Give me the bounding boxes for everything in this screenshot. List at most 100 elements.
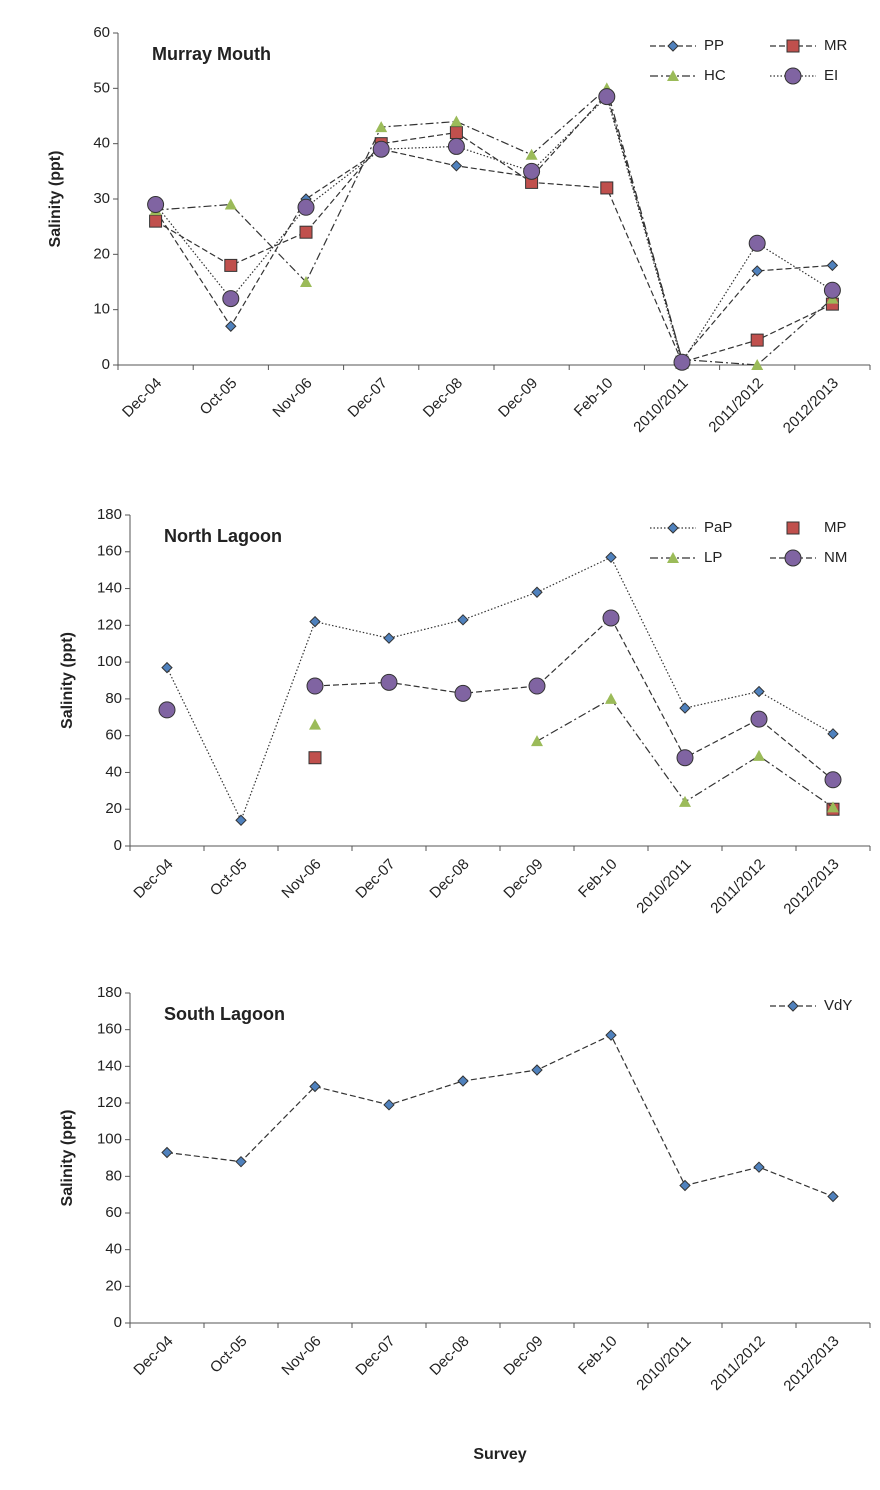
x-tick-label: Nov-06 [278, 856, 324, 902]
marker [753, 685, 765, 698]
x-tick-label: Dec-08 [426, 1333, 472, 1379]
marker [605, 1029, 617, 1041]
marker [531, 1064, 543, 1076]
y-tick-label: 120 [97, 616, 122, 633]
marker [375, 121, 388, 133]
marker [667, 40, 679, 52]
x-tick-label: Oct-05 [207, 856, 251, 900]
marker [751, 359, 764, 370]
marker [158, 701, 176, 719]
legend-label: MR [824, 37, 847, 54]
x-tick-label: Dec-09 [500, 856, 546, 902]
y-tick-label: 50 [93, 79, 110, 96]
marker [750, 710, 768, 728]
y-tick-label: 120 [97, 1094, 122, 1111]
y-tick-label: 100 [97, 1131, 122, 1148]
x-tick-label: Dec-07 [345, 375, 391, 421]
marker [823, 281, 841, 299]
x-tick-label: 2012/2013 [780, 375, 842, 437]
marker [598, 88, 616, 106]
chart-title: Murray Mouth [152, 44, 271, 64]
y-tick-label: 20 [105, 1277, 122, 1294]
marker [679, 1179, 691, 1192]
x-tick-label: Dec-07 [352, 856, 398, 902]
marker [225, 320, 237, 332]
marker [667, 552, 679, 563]
y-tick-label: 0 [114, 837, 122, 854]
y-tick-label: 0 [102, 356, 110, 373]
marker [605, 551, 617, 564]
marker [383, 632, 395, 644]
marker [457, 614, 469, 626]
marker [450, 115, 463, 127]
x-tick-label: Feb-10 [575, 1333, 621, 1379]
marker [149, 214, 163, 228]
x-tick-label: Dec-04 [119, 375, 165, 421]
y-tick-label: 160 [97, 1021, 122, 1038]
marker [676, 749, 694, 767]
marker [824, 771, 842, 789]
marker [299, 225, 313, 239]
x-axis-title: Survey [473, 1446, 526, 1463]
x-tick-label: 2010/2011 [630, 375, 691, 436]
marker [600, 181, 614, 195]
x-tick-label: Dec-08 [426, 856, 472, 902]
y-axis-title: Salinity (ppt) [47, 151, 64, 248]
series-line [166, 1034, 834, 1198]
marker [309, 615, 321, 628]
series-line [314, 617, 834, 781]
x-tick-label: Dec-08 [420, 375, 466, 421]
x-tick-label: Nov-06 [269, 375, 315, 421]
marker [786, 521, 800, 535]
x-tick-label: Dec-04 [130, 856, 176, 902]
marker [748, 234, 766, 252]
marker [605, 692, 617, 704]
marker [827, 801, 839, 813]
x-tick-label: 2011/2012 [707, 856, 768, 917]
x-tick-label: Oct-05 [207, 1333, 251, 1377]
y-tick-label: 10 [93, 301, 110, 318]
x-tick-label: Oct-05 [197, 375, 241, 419]
legend-label: NM [824, 549, 847, 566]
marker [753, 749, 765, 761]
marker [457, 1075, 469, 1087]
marker [306, 677, 324, 695]
marker [751, 265, 763, 277]
marker [380, 673, 398, 691]
chart-title: South Lagoon [164, 1004, 285, 1024]
y-tick-label: 80 [105, 690, 122, 707]
x-tick-label: Feb-10 [575, 856, 621, 902]
marker [525, 148, 538, 160]
marker [300, 276, 312, 287]
series-line [155, 87, 833, 366]
y-tick-label: 0 [114, 1314, 122, 1331]
legend-label: PP [704, 37, 724, 54]
marker [454, 684, 472, 702]
marker [523, 162, 541, 180]
y-tick-label: 20 [105, 800, 122, 817]
x-tick-label: 2011/2012 [705, 375, 766, 436]
y-tick-label: 40 [105, 1241, 122, 1258]
marker [308, 751, 322, 765]
marker [827, 1190, 839, 1203]
y-tick-label: 180 [97, 506, 122, 523]
marker [750, 333, 764, 347]
y-tick-label: 40 [105, 763, 122, 780]
marker [753, 1161, 765, 1173]
y-axis-title: Salinity (ppt) [59, 632, 76, 729]
marker [222, 290, 240, 308]
x-tick-label: Dec-04 [130, 1333, 176, 1379]
marker [450, 160, 463, 172]
series-line [166, 556, 834, 822]
marker [383, 1099, 395, 1111]
marker [528, 677, 546, 695]
y-tick-label: 40 [93, 135, 110, 152]
legend-label: LP [704, 549, 722, 566]
series-line [155, 92, 833, 361]
chart-title: North Lagoon [164, 526, 282, 546]
legend-label: PaP [704, 519, 732, 536]
marker [224, 198, 237, 210]
marker [449, 126, 463, 140]
y-tick-label: 160 [97, 543, 122, 560]
x-tick-label: Nov-06 [278, 1333, 324, 1379]
